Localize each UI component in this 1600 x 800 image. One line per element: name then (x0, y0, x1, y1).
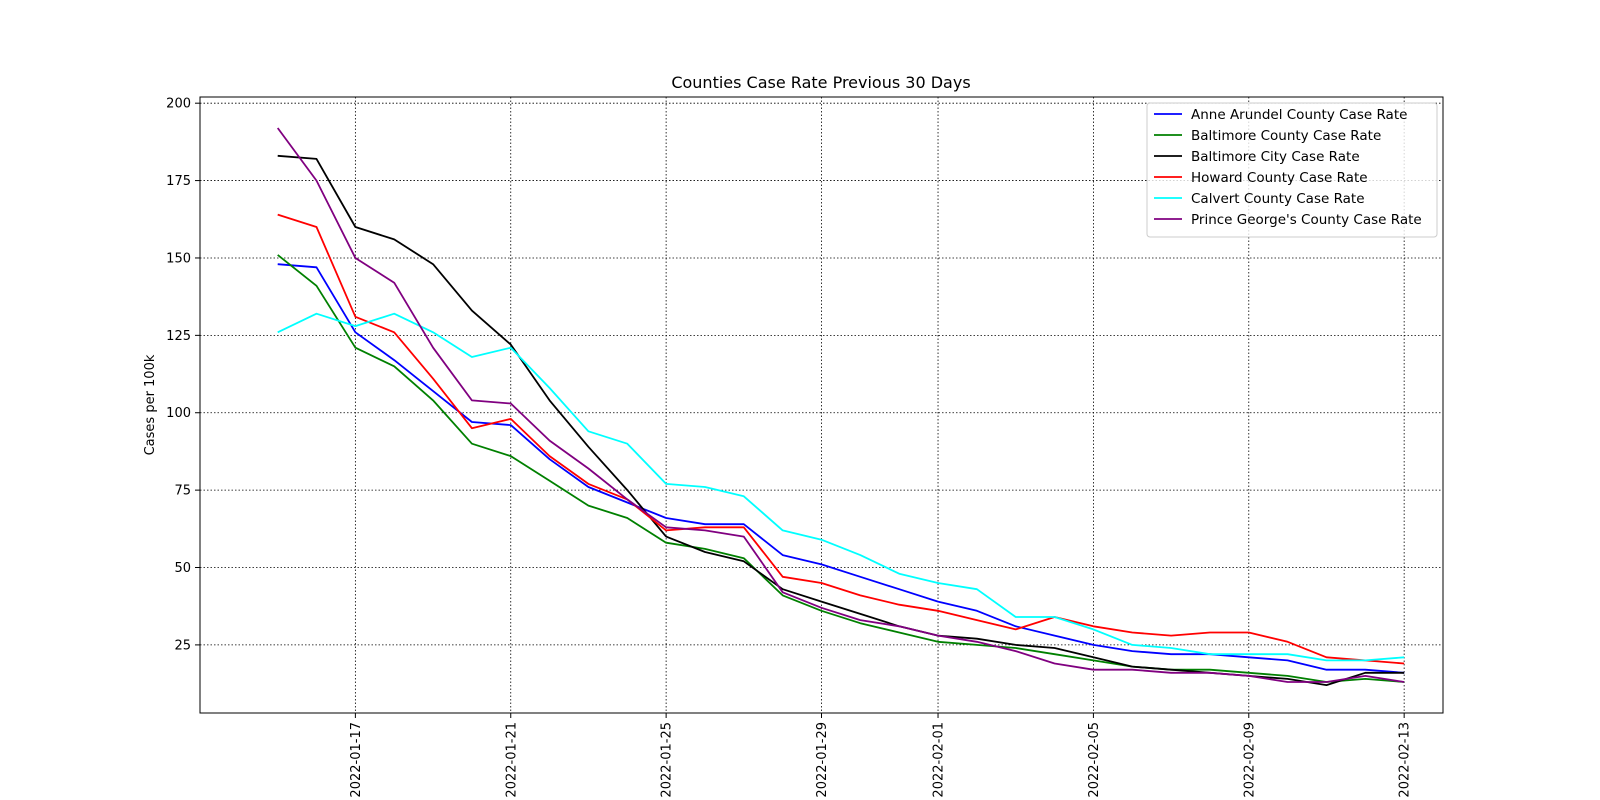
axis-ticks: 25 50 75 100 125 150 175 200 2022-01-17 2022-01-2… (166, 97, 1412, 798)
series-line-4 (277, 213, 1405, 665)
y-tick-label: 175 (166, 174, 191, 189)
legend-label: Baltimore County Case Rate (1191, 128, 1381, 144)
y-tick-label: 100 (166, 406, 191, 421)
legend-label: Howard County Case Rate (1191, 170, 1368, 186)
y-tick-label: 150 (166, 251, 191, 266)
series-group (276, 127, 1405, 686)
legend-box (1146, 102, 1438, 238)
chart-title: Counties Case Rate Previous 30 Days (671, 73, 970, 92)
series-line-2 (277, 254, 1405, 683)
y-tick-label: 25 (174, 638, 191, 653)
legend-label: Baltimore City Case Rate (1191, 149, 1360, 165)
x-tick-label: 2022-01-21 (504, 722, 519, 798)
series-line-5 (277, 312, 1405, 662)
x-tick-label: 2022-01-25 (660, 722, 675, 798)
series-line-6 (276, 127, 1405, 683)
legend: Anne Arundel County Case Rate Baltimore C… (1146, 102, 1438, 238)
legend-label: Calvert County Case Rate (1191, 191, 1365, 207)
x-tick-label: 2022-01-17 (349, 722, 364, 798)
y-tick-label: 200 (166, 97, 191, 112)
x-tick-label: 2022-01-29 (815, 722, 830, 798)
legend-label: Anne Arundel County Case Rate (1191, 107, 1407, 123)
legend-label: Prince George's County Case Rate (1191, 212, 1422, 228)
y-tick-label: 50 (174, 561, 191, 576)
y-tick-label: 125 (166, 329, 191, 344)
x-tick-label: 2022-02-01 (932, 722, 947, 798)
x-tick-label: 2022-02-09 (1242, 722, 1257, 798)
y-tick-label: 75 (174, 484, 191, 499)
x-tick-label: 2022-02-05 (1087, 722, 1102, 798)
x-tick-label: 2022-02-13 (1398, 722, 1413, 798)
y-axis-label: Cases per 100k (143, 354, 158, 455)
